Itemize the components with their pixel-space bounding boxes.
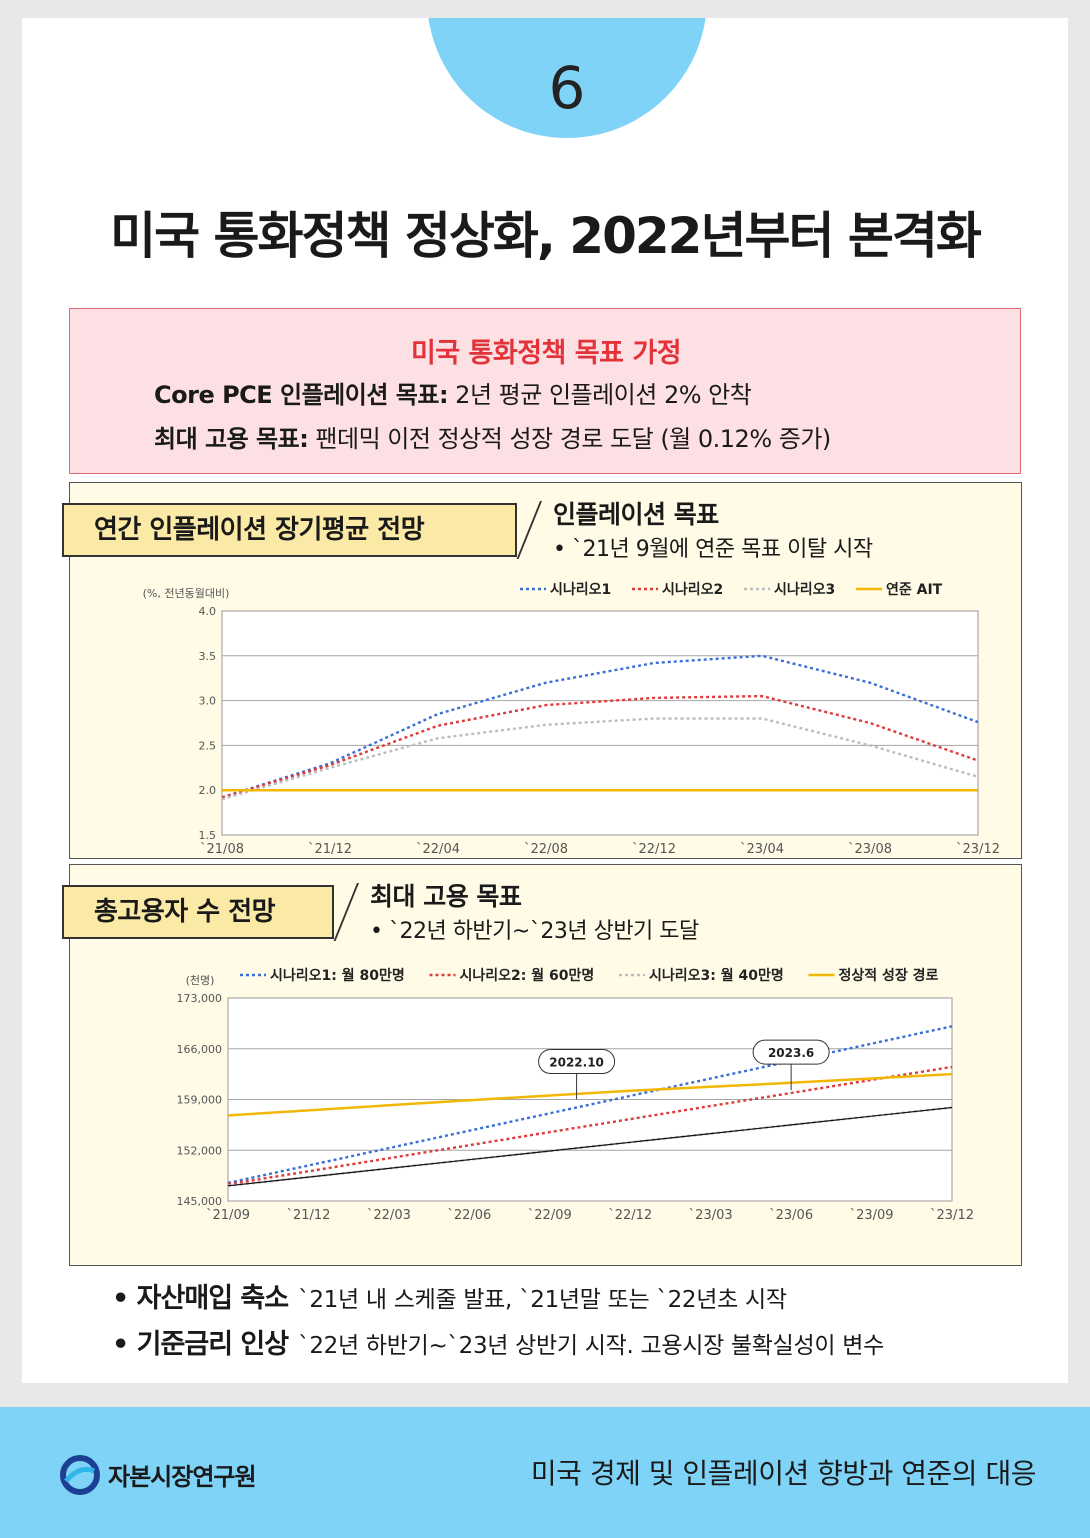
bullet-asset-purchase-key: • 자산매입 축소 (112, 1283, 289, 1314)
annotation-label-0: 2022.10 (549, 1056, 604, 1070)
page: 6 미국 통화정책 정상화, 2022년부터 본격화 미국 통화정책 목표 가정… (22, 18, 1068, 1383)
goal-line-employment: 최대 고용 목표: 팬데믹 이전 정상적 성장 경로 도달 (월 0.12% 증… (154, 419, 831, 454)
legend-label-1: 시나리오2: 월 60만명 (460, 967, 595, 984)
bullet-rate-hike-key: • 기준금리 인상 (112, 1329, 289, 1360)
y-axis-label: (천명) (186, 973, 215, 987)
legend-label-3: 정상적 성장 경로 (839, 967, 939, 984)
x-tick-label: `23/03 (689, 1208, 733, 1223)
inflation-chart: 4.0 3.5 3.0 2.5 2.0 1.5 (%, 전년동월대비) `21/08 `21/1… (143, 582, 1000, 857)
y-tick-label: 166,000 (177, 1043, 223, 1056)
legend-label-3: 연준 AIT (886, 582, 943, 598)
goal-box: 미국 통화정책 목표 가정 Core PCE 인플레이션 목표: 2년 평균 인… (69, 308, 1021, 474)
x-tick-label: `23/08 (848, 842, 892, 857)
employment-panel-tag: 총고용자 수 전망 (62, 885, 334, 939)
x-tick-label: `22/08 (524, 842, 568, 857)
annotation-label-1: 2023.6 (768, 1046, 814, 1060)
employment-chart: 173,000 166,000 159,000 152,000 145,000 (천명) `… (177, 967, 974, 1223)
employment-panel-heading: 최대 고용 목표 (370, 882, 522, 911)
y-tick-label: 1.5 (199, 829, 217, 842)
y-tick-label: 152,000 (177, 1144, 223, 1157)
y-tick-label: 145,000 (177, 1195, 223, 1208)
x-tick-label: `23/09 (850, 1208, 894, 1223)
bullet-rate-hike: • 기준금리 인상 `22년 하반기~`23년 상반기 시작. 고용시장 불확실성… (112, 1322, 884, 1361)
page-number-badge: 6 (427, 18, 707, 138)
series-line-0 (221, 654, 979, 799)
goal-line-employment-text: 팬데믹 이전 정상적 성장 경로 도달 (월 0.12% 증가) (308, 425, 831, 453)
goal-line-inflation-label: Core PCE 인플레이션 목표: (154, 381, 449, 409)
series-line-1 (221, 694, 979, 799)
x-tick-label: `21/12 (286, 1208, 330, 1223)
x-tick-label: `23/06 (769, 1208, 813, 1223)
y-axis-label: (%, 전년동월대비) (143, 587, 230, 600)
logo-icon (60, 1455, 100, 1495)
series-line-1 (227, 1065, 953, 1186)
inflation-panel: 연간 인플레이션 장기평균 전망 인플레이션 목표 • `21년 9월에 연준 … (62, 482, 1022, 859)
bullet-rate-hike-text: `22년 하반기~`23년 상반기 시작. 고용시장 불확실성이 변수 (298, 1333, 884, 1359)
inflation-panel-tag: 연간 인플레이션 장기평균 전망 (62, 503, 517, 557)
tag-slash-decoration (516, 501, 542, 559)
inflation-panel-heading: 인플레이션 목표 (553, 500, 719, 529)
legend-label-1: 시나리오2 (662, 582, 723, 598)
goal-line-inflation-text: 2년 평균 인플레이션 2% 안착 (448, 381, 752, 409)
series-line-2 (221, 717, 979, 801)
employment-panel: 총고용자 수 전망 최대 고용 목표 • `22년 하반기~`23년 상반기 도… (62, 864, 1022, 1266)
series-line-4 (227, 1106, 953, 1187)
goal-line-inflation: Core PCE 인플레이션 목표: 2년 평균 인플레이션 2% 안착 (154, 375, 752, 410)
tag-slash-decoration (333, 883, 359, 941)
x-tick-label: `21/12 (308, 842, 352, 857)
page-title: 미국 통화정책 정상화, 2022년부터 본격화 (110, 207, 982, 265)
goal-line-employment-label: 최대 고용 목표: (154, 425, 309, 453)
y-tick-label: 3.0 (199, 695, 217, 708)
annotation-box-0 (538, 1049, 616, 1074)
x-tick-label: `21/09 (206, 1208, 250, 1223)
footer-title: 미국 경제 및 인플레이션 향방과 연준의 대응 (530, 1457, 1037, 1490)
x-tick-label: `22/06 (447, 1208, 491, 1223)
series-line-3 (227, 1072, 953, 1117)
y-tick-label: 159,000 (177, 1094, 223, 1107)
goal-box-title: 미국 통화정책 목표 가정 (410, 338, 682, 369)
x-tick-label: `22/09 (528, 1208, 572, 1223)
bullet-asset-purchase: • 자산매입 축소 `21년 내 스케줄 발표, `21년말 또는 `22년초 시… (112, 1276, 787, 1315)
plot-area (221, 610, 979, 836)
org-name: 자본시장연구원 (108, 1463, 257, 1491)
annotation-box-1 (752, 1039, 830, 1065)
legend-label-2: 시나리오3 (774, 582, 835, 598)
employment-panel-sub: • `22년 하반기~`23년 상반기 도달 (370, 919, 699, 944)
bullet-asset-purchase-text: `21년 내 스케줄 발표, `21년말 또는 `22년초 시작 (298, 1287, 787, 1313)
y-tick-label: 3.5 (199, 650, 217, 663)
x-tick-label: `21/08 (200, 842, 244, 857)
footer: 자본시장연구원 미국 경제 및 인플레이션 향방과 연준의 대응 (0, 1407, 1090, 1538)
legend-label-0: 시나리오1 (550, 582, 611, 598)
x-tick-label: `22/12 (632, 842, 676, 857)
x-tick-label: `23/12 (930, 1208, 974, 1223)
y-tick-label: 4.0 (199, 605, 217, 618)
x-tick-label: `22/03 (367, 1208, 411, 1223)
inflation-panel-sub: • `21년 9월에 연준 목표 이탈 시작 (553, 537, 873, 562)
x-tick-label: `23/12 (956, 842, 1000, 857)
x-tick-label: `23/04 (740, 842, 784, 857)
page-number: 6 (548, 54, 586, 122)
y-tick-label: 2.0 (199, 784, 217, 797)
x-tick-label: `22/12 (608, 1208, 652, 1223)
legend-label-0: 시나리오1: 월 80만명 (270, 967, 405, 984)
x-tick-label: `22/04 (416, 842, 460, 857)
y-tick-label: 173,000 (177, 992, 223, 1005)
y-tick-label: 2.5 (199, 739, 217, 752)
legend-label-2: 시나리오3: 월 40만명 (649, 967, 784, 984)
